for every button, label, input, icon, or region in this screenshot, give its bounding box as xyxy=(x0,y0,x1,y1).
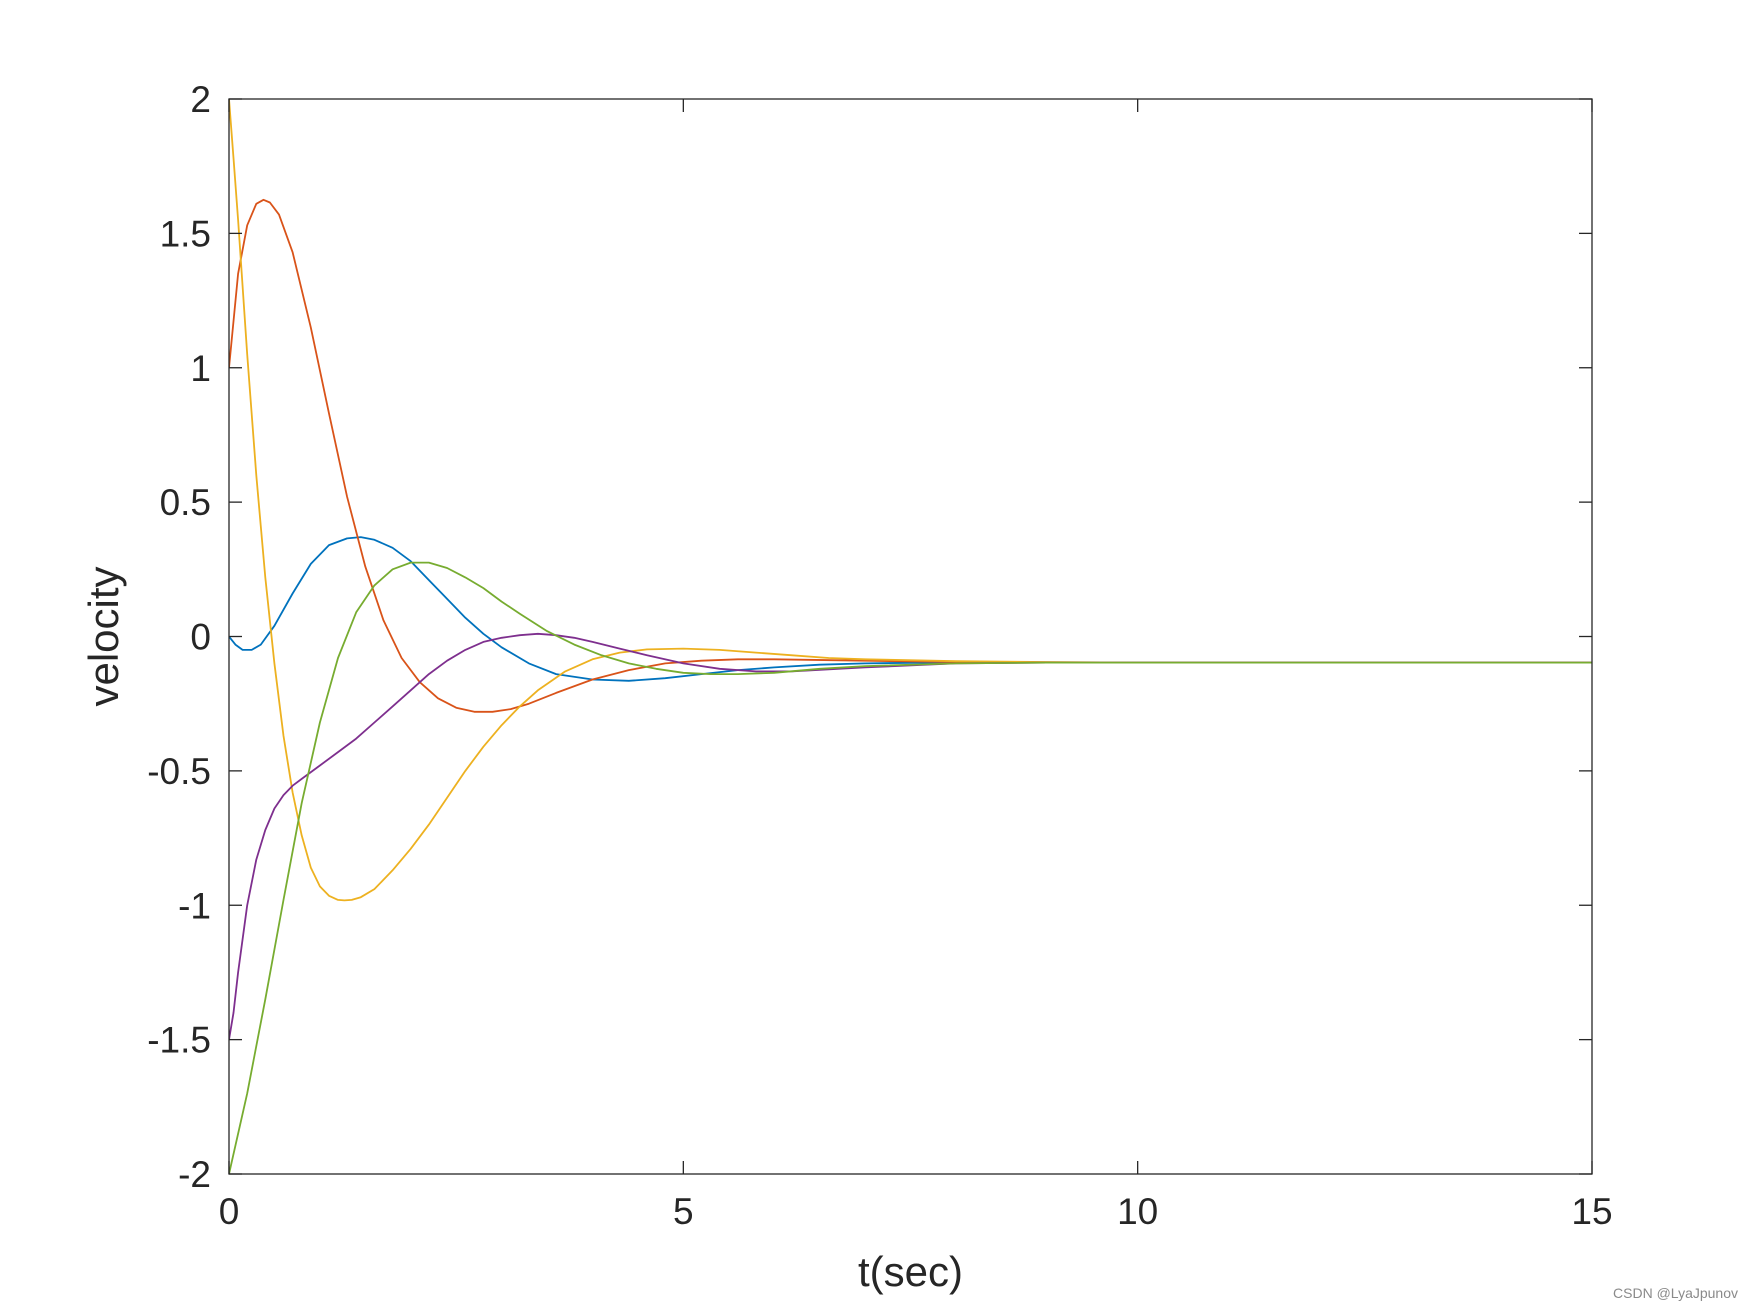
plot-area xyxy=(229,99,1592,1174)
y-tick-label: 2 xyxy=(190,79,211,120)
y-tick-label: -1 xyxy=(178,885,211,926)
series-line-5 xyxy=(229,561,1592,1174)
y-tick-label: -1.5 xyxy=(147,1020,211,1061)
series-line-3 xyxy=(229,99,1592,902)
axes-layer: 0 5 10 15 -2 -1.5 -1 -0.5 0 0.5 1 1.5 2 xyxy=(147,79,1612,1232)
watermark-text: CSDN @LyaJpunov xyxy=(1613,1285,1738,1301)
labels-layer: t(sec) velocity xyxy=(80,566,963,1295)
y-tick-label: -0.5 xyxy=(147,751,211,792)
y-tick-label: 0.5 xyxy=(160,482,211,523)
y-tick-label: 1.5 xyxy=(160,213,211,254)
x-tick-label: 5 xyxy=(673,1191,694,1232)
x-tick-label: 15 xyxy=(1571,1191,1612,1232)
x-axis-label: t(sec) xyxy=(858,1248,963,1295)
series-line-1 xyxy=(229,536,1592,682)
x-tick-label: 0 xyxy=(219,1191,240,1232)
y-axis-label: velocity xyxy=(80,566,127,706)
x-tick-label: 10 xyxy=(1117,1191,1158,1232)
y-tick-label: -2 xyxy=(178,1154,211,1195)
y-tick-label: 0 xyxy=(190,617,211,658)
plot-background xyxy=(229,99,1592,1174)
y-tick-label: 1 xyxy=(190,348,211,389)
series-layer xyxy=(229,99,1592,1174)
series-line-2 xyxy=(229,198,1592,713)
